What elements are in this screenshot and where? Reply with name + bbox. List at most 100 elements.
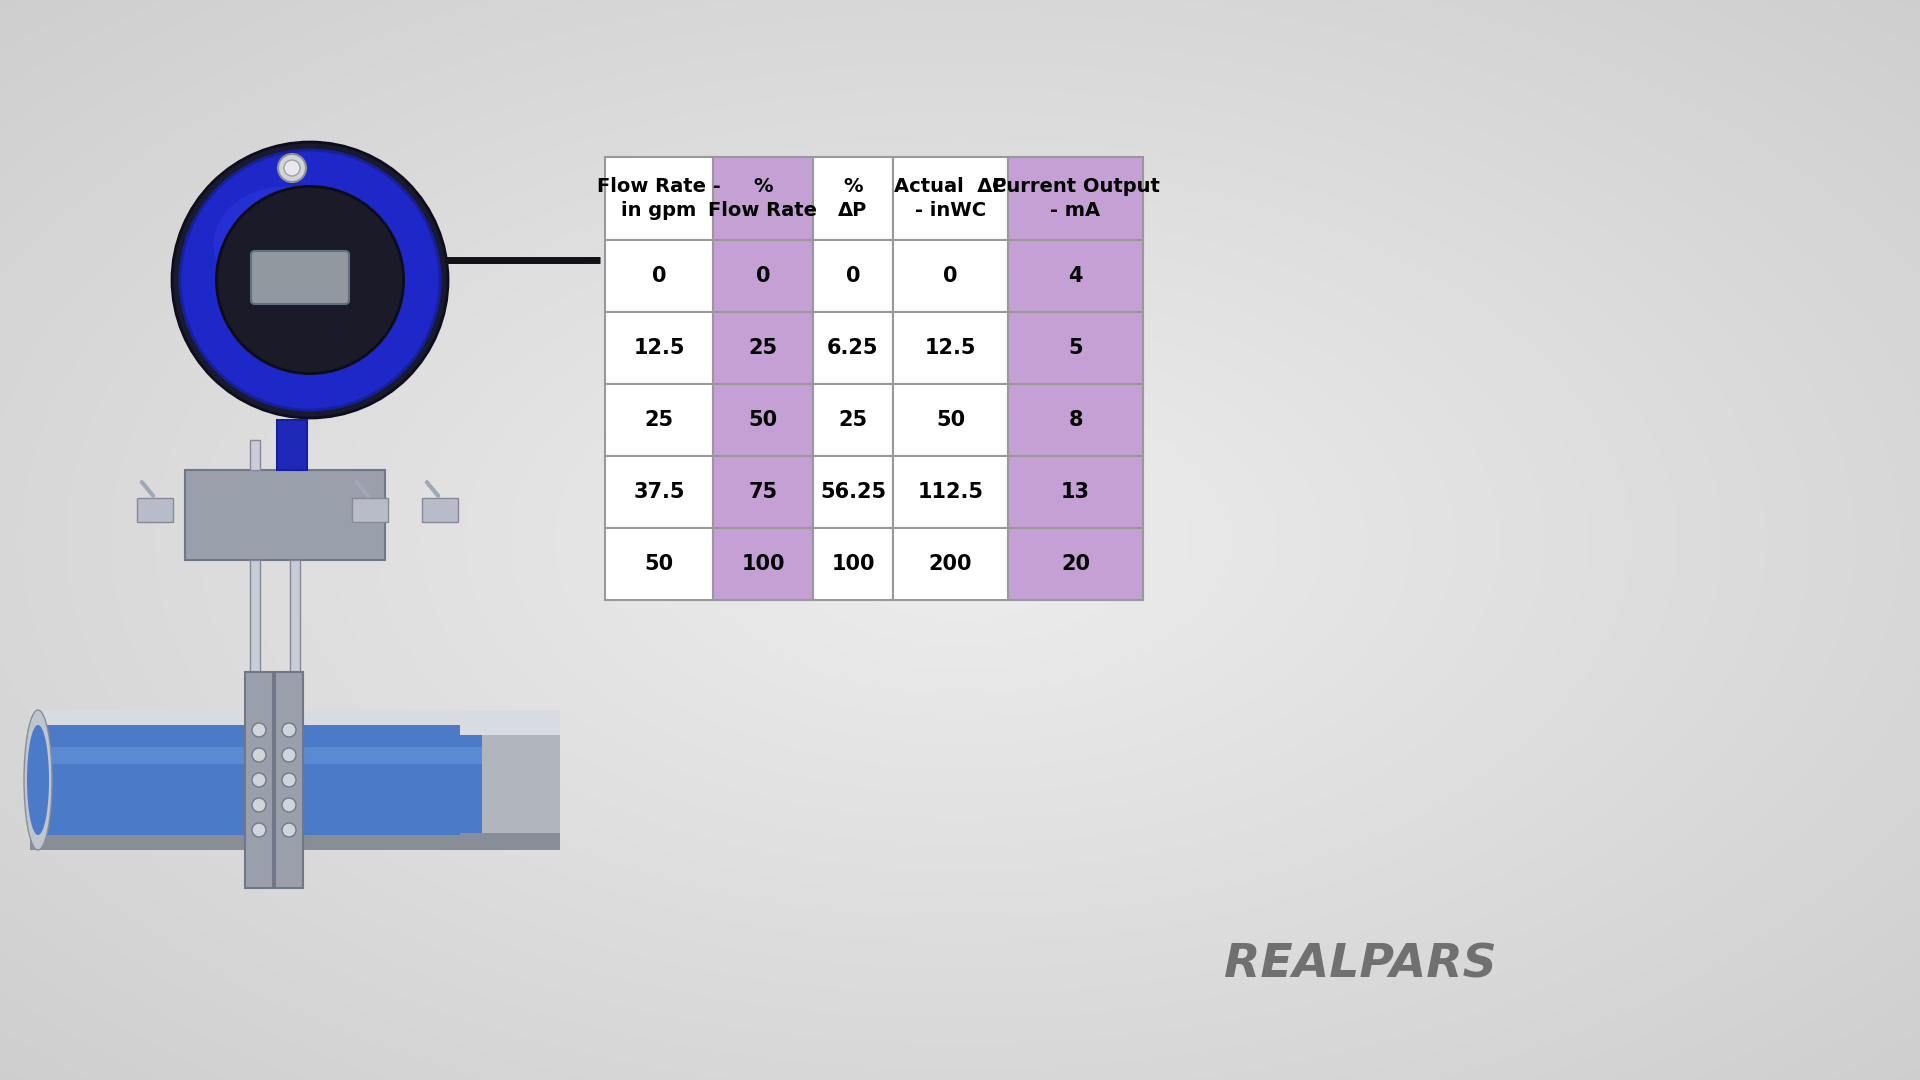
Bar (712, 456, 812, 528)
Text: 75: 75 (749, 482, 778, 502)
Bar (422, 498, 459, 522)
Circle shape (217, 187, 403, 374)
Text: 100: 100 (741, 554, 785, 573)
Bar (893, 384, 1008, 456)
Bar (893, 456, 1008, 528)
Circle shape (282, 823, 296, 837)
Bar (461, 710, 561, 734)
Bar (461, 833, 561, 850)
Bar (893, 312, 1008, 384)
Text: REALPARS: REALPARS (1223, 943, 1496, 987)
Bar (31, 710, 490, 850)
Circle shape (252, 773, 267, 787)
Text: 4: 4 (1068, 266, 1083, 286)
Text: 25: 25 (839, 410, 868, 430)
Bar (605, 528, 712, 600)
Bar (1008, 456, 1142, 528)
FancyArrowPatch shape (357, 482, 369, 496)
Bar (712, 384, 812, 456)
Bar (184, 470, 386, 561)
Bar (1008, 384, 1142, 456)
Text: 200: 200 (929, 554, 972, 573)
Circle shape (284, 160, 300, 176)
Bar (38, 747, 482, 764)
Bar (605, 384, 712, 456)
Circle shape (252, 723, 267, 737)
Text: Flow Rate -
in gpm: Flow Rate - in gpm (597, 176, 720, 220)
Text: 0: 0 (943, 266, 958, 286)
Text: 5: 5 (1068, 338, 1083, 357)
Bar (246, 672, 273, 888)
Text: %
Flow Rate: % Flow Rate (708, 176, 818, 220)
Text: 0: 0 (651, 266, 666, 286)
Bar (812, 312, 893, 384)
Circle shape (173, 141, 447, 418)
Text: 8: 8 (1068, 410, 1083, 430)
Circle shape (278, 154, 305, 183)
Bar (38, 725, 482, 835)
Circle shape (252, 748, 267, 762)
Text: 25: 25 (645, 410, 674, 430)
Text: 12.5: 12.5 (925, 338, 975, 357)
Text: %
ΔP: % ΔP (839, 176, 868, 220)
Bar (712, 157, 812, 240)
Bar (812, 528, 893, 600)
Bar (893, 240, 1008, 312)
Circle shape (282, 773, 296, 787)
Bar (290, 561, 300, 700)
Bar (605, 157, 712, 240)
Bar (275, 672, 303, 888)
Text: 0: 0 (845, 266, 860, 286)
Bar (1008, 240, 1142, 312)
Text: 112.5: 112.5 (918, 482, 983, 502)
Text: 50: 50 (749, 410, 778, 430)
Bar (812, 456, 893, 528)
Text: 25: 25 (749, 338, 778, 357)
Ellipse shape (23, 710, 52, 850)
FancyArrowPatch shape (142, 482, 154, 496)
FancyArrowPatch shape (426, 482, 438, 496)
Bar (250, 440, 259, 470)
Bar (1008, 157, 1142, 240)
Text: 6.25: 6.25 (828, 338, 879, 357)
Circle shape (252, 798, 267, 812)
Bar (351, 498, 388, 522)
Text: 50: 50 (645, 554, 674, 573)
Text: 0: 0 (756, 266, 770, 286)
Circle shape (179, 148, 442, 411)
Bar (605, 456, 712, 528)
Circle shape (180, 150, 440, 410)
Bar (290, 440, 300, 470)
FancyBboxPatch shape (252, 251, 349, 303)
Circle shape (252, 823, 267, 837)
Bar (605, 240, 712, 312)
Text: 12.5: 12.5 (634, 338, 685, 357)
Bar (812, 240, 893, 312)
Text: 100: 100 (831, 554, 876, 573)
Circle shape (282, 748, 296, 762)
Bar (812, 157, 893, 240)
Bar (1008, 528, 1142, 600)
Bar (276, 420, 307, 470)
Text: Current Output
- mA: Current Output - mA (991, 176, 1160, 220)
Bar (461, 710, 561, 850)
Ellipse shape (213, 187, 357, 303)
Text: 37.5: 37.5 (634, 482, 685, 502)
Bar (31, 710, 490, 734)
Circle shape (282, 723, 296, 737)
Bar (712, 528, 812, 600)
Text: Actual  ΔP
- inWC: Actual ΔP - inWC (895, 176, 1006, 220)
Bar (812, 384, 893, 456)
Text: 50: 50 (935, 410, 966, 430)
Bar (31, 833, 490, 850)
Text: 56.25: 56.25 (820, 482, 885, 502)
Circle shape (282, 798, 296, 812)
Bar (605, 312, 712, 384)
Ellipse shape (27, 725, 50, 835)
Bar (712, 240, 812, 312)
Bar (893, 157, 1008, 240)
Text: 13: 13 (1062, 482, 1091, 502)
Bar (712, 312, 812, 384)
Bar (893, 528, 1008, 600)
Text: 20: 20 (1062, 554, 1091, 573)
